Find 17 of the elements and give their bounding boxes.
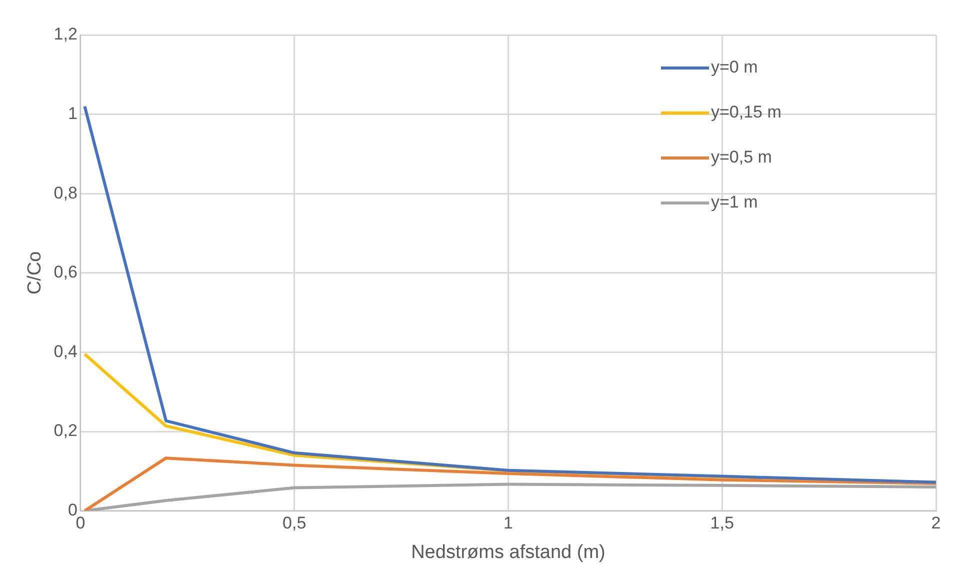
x-axis-title: Nedstrøms afstand (m) xyxy=(411,542,606,563)
x-tick-label: 0,5 xyxy=(282,514,306,533)
y-tick-label: 1 xyxy=(68,104,78,123)
legend-label: y=0,5 m xyxy=(711,148,772,167)
legend-label: y=0 m xyxy=(711,58,758,77)
legend-label: y=0,15 m xyxy=(711,102,782,122)
x-tick-label: 1 xyxy=(503,514,513,533)
y-tick-label: 1,2 xyxy=(54,24,78,44)
y-tick-label: 0,4 xyxy=(54,342,78,361)
x-tick-label: 2 xyxy=(931,514,941,533)
legend-label: y=1 m xyxy=(711,192,758,212)
y-tick-label: 0,6 xyxy=(54,262,78,282)
y-tick-label: 0,8 xyxy=(54,183,78,202)
y-tick-label: 0,2 xyxy=(54,421,78,440)
y-tick-label: 0 xyxy=(68,500,78,520)
x-tick-label: 1,5 xyxy=(710,514,734,533)
y-axis-title: C/Co xyxy=(24,251,46,295)
